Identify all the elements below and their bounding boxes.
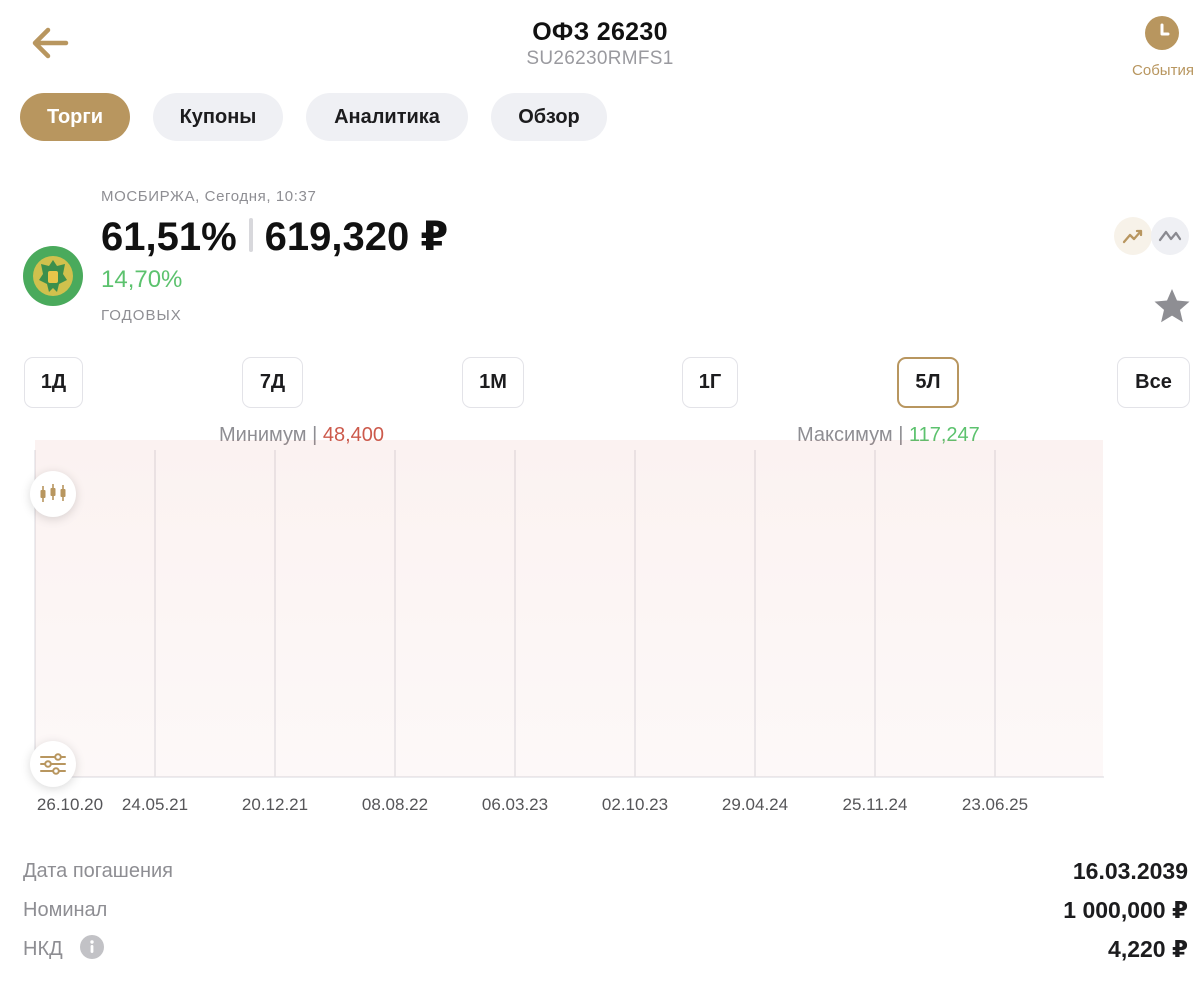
isin-code: SU26230RMFS1 <box>526 48 674 69</box>
period-1y[interactable]: 1Г <box>682 357 738 408</box>
period-1d[interactable]: 1Д <box>24 357 83 408</box>
yield-mode-button[interactable] <box>1151 217 1189 255</box>
yield-value: 14,70% <box>101 266 183 293</box>
x-tick-label: 24.05.21 <box>122 795 188 814</box>
events-label: События <box>1132 62 1194 79</box>
period-5y[interactable]: 5Л <box>897 357 959 408</box>
x-tick-label: 25.11.24 <box>843 795 908 814</box>
x-tick-label: 29.04.24 <box>722 795 788 814</box>
nominal-value: 1 000,000 ₽ <box>1063 897 1188 923</box>
nkd-value: 4,220 ₽ <box>1108 936 1188 962</box>
yield-caption: ГОДОВЫХ <box>101 307 182 324</box>
tab-trading[interactable]: Торги <box>20 93 130 141</box>
trend-up-icon <box>1122 229 1143 244</box>
period-1m[interactable]: 1М <box>462 357 524 408</box>
favorite-button[interactable] <box>1152 286 1192 326</box>
arrow-left-icon <box>32 27 69 59</box>
maturity-value: 16.03.2039 <box>1072 858 1188 884</box>
chart-settings-button[interactable] <box>30 741 76 787</box>
issuer-logo <box>23 246 83 306</box>
back-button[interactable] <box>28 24 70 62</box>
tab-coupons[interactable]: Купоны <box>153 93 283 141</box>
price-row: 61,51% 619,320 ₽ <box>101 214 448 260</box>
candlestick-icon <box>40 484 66 502</box>
exchange-timestamp: МОСБИРЖА, Сегодня, 10:37 <box>101 188 317 205</box>
info-icon[interactable] <box>80 935 104 959</box>
maturity-label: Дата погашения <box>23 860 173 882</box>
price-rub: 619,320 ₽ <box>264 215 449 259</box>
tab-analytics[interactable]: Аналитика <box>306 93 468 141</box>
period-7d[interactable]: 7Д <box>242 357 303 408</box>
price-chart[interactable]: 60.00070.00080.00090.000100.000110.00012… <box>0 440 1200 820</box>
chart-type-button[interactable] <box>30 471 76 517</box>
price-area-fill <box>35 440 1103 777</box>
clock-icon <box>1145 16 1179 50</box>
tab-overview[interactable]: Обзор <box>491 93 607 141</box>
x-tick-label: 06.03.23 <box>482 795 548 814</box>
price-divider <box>248 218 253 252</box>
period-all[interactable]: Все <box>1117 357 1190 408</box>
nominal-label: Номинал <box>23 899 108 921</box>
price-mode-button[interactable] <box>1114 217 1152 255</box>
events-button[interactable]: События <box>1126 16 1200 82</box>
sliders-icon <box>40 753 66 775</box>
price-percent: 61,51% <box>101 215 237 259</box>
x-tick-label: 23.06.25 <box>962 795 1028 814</box>
x-tick-label: 08.08.22 <box>362 795 428 814</box>
page-title: ОФЗ 26230 <box>532 18 668 46</box>
x-tick-label: 02.10.23 <box>602 795 668 814</box>
x-tick-label: 20.12.21 <box>242 795 308 814</box>
x-tick-label: 26.10.20 <box>37 795 103 814</box>
star-icon <box>1154 289 1190 323</box>
nkd-label: НКД <box>23 938 63 960</box>
trend-wave-icon <box>1158 230 1182 242</box>
